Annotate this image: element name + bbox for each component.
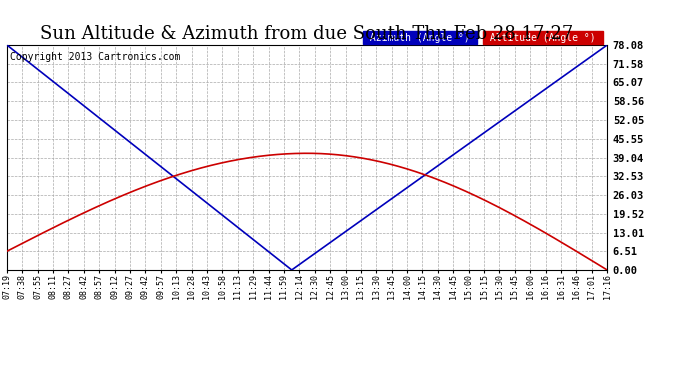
Title: Sun Altitude & Azimuth from due South Thu Feb 28 17:27: Sun Altitude & Azimuth from due South Th… — [41, 26, 573, 44]
Text: Azimuth (Angle °): Azimuth (Angle °) — [364, 33, 475, 43]
Text: Copyright 2013 Cartronics.com: Copyright 2013 Cartronics.com — [10, 52, 180, 62]
Text: Altitude (Angle °): Altitude (Angle °) — [484, 33, 602, 43]
